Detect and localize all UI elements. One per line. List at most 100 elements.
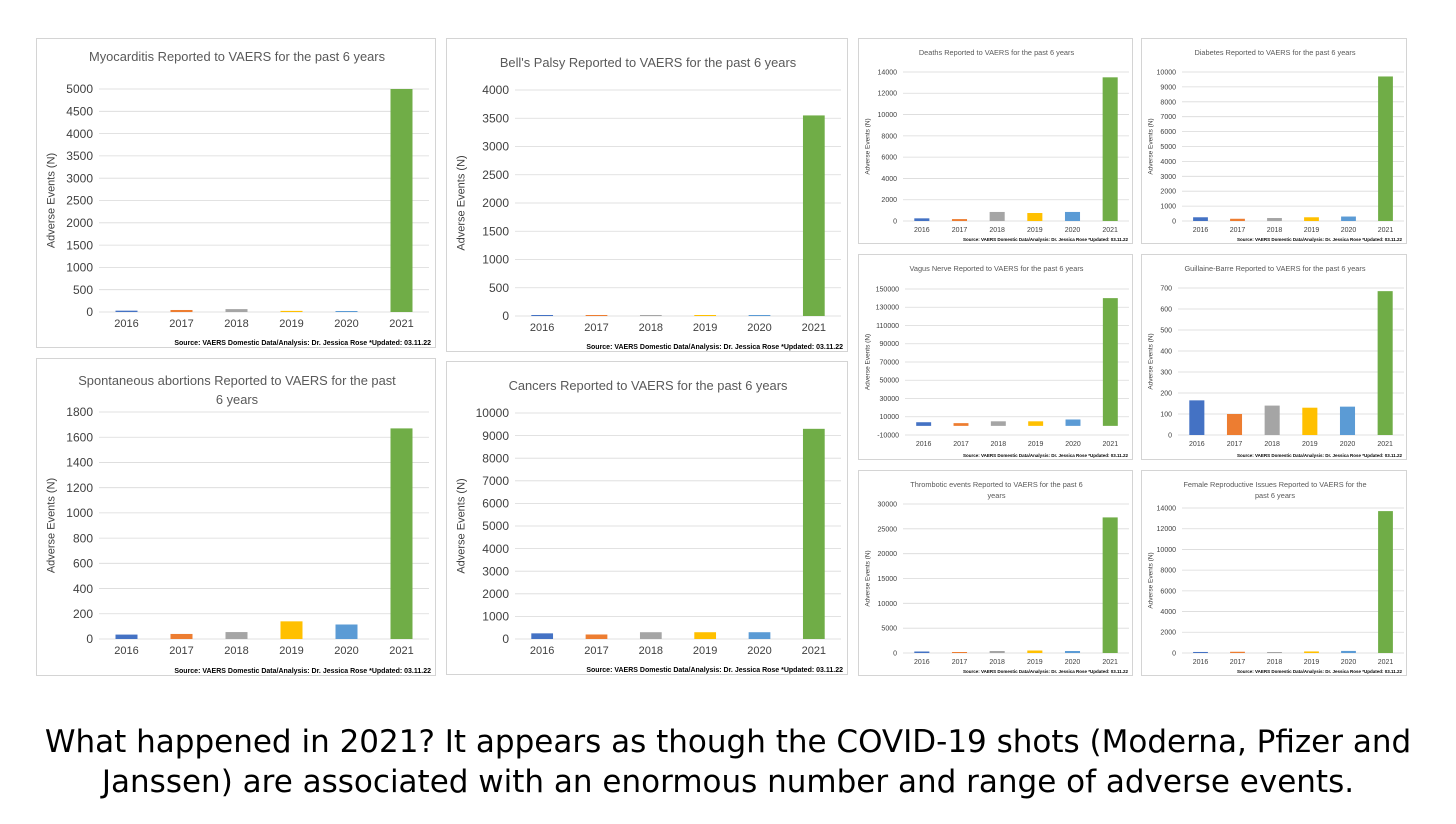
chart-panel-guillaine-barre: Guillaine-Barre Reported to VAERS for th… (1141, 254, 1407, 460)
x-tick-label: 2020 (334, 318, 358, 330)
y-tick-label: 1800 (66, 405, 93, 419)
bar-2017 (1230, 651, 1245, 653)
source-note: Source: VAERS Domestic Data/Analysis: Dr… (963, 669, 1128, 674)
y-tick-label: 10000 (476, 406, 510, 420)
bar-2017 (585, 634, 608, 639)
source-note: Source: VAERS Domestic Data/Analysis: Dr… (174, 340, 431, 347)
x-tick-label: 2018 (1267, 659, 1283, 666)
y-tick-label: 4000 (66, 127, 93, 141)
bar-2016 (115, 634, 138, 639)
x-tick-label: 2016 (530, 645, 554, 657)
x-tick-label: 2016 (1193, 659, 1209, 666)
bar-2018 (639, 632, 662, 639)
x-tick-label: 2021 (1103, 441, 1119, 448)
bar-2019 (1027, 213, 1043, 221)
bar-2020 (748, 315, 771, 316)
y-tick-label: 1500 (482, 224, 509, 238)
y-tick-label: 100 (1160, 411, 1172, 418)
bar-2019 (280, 310, 303, 312)
caption-line-1: What happened in 2021? It appears as tho… (44, 724, 1412, 760)
x-tick-label: 2017 (584, 322, 608, 334)
bar-2020 (1064, 651, 1081, 653)
x-tick-label: 2019 (1028, 441, 1044, 448)
x-tick-label: 2021 (1102, 659, 1118, 666)
y-axis-label: Adverse Events (N) (456, 155, 468, 250)
caption-line-2: Janssen) are associated with an enormous… (101, 764, 1355, 800)
x-tick-label: 2019 (1027, 227, 1043, 234)
x-tick-label: 2017 (169, 318, 193, 330)
y-tick-label: 600 (1160, 306, 1172, 313)
chart-title-line: Spontaneous abortions Reported to VAERS … (78, 373, 396, 388)
bar-2016 (916, 422, 932, 426)
y-axis-label: Adverse Events (N) (1147, 552, 1154, 608)
y-tick-label: 90000 (880, 341, 900, 348)
bar-2019 (694, 632, 717, 639)
chart-title-line: years (988, 491, 1006, 500)
source-note: Source: VAERS Domestic Data/Analysis: Dr… (963, 453, 1128, 458)
bar-2018 (1267, 652, 1282, 653)
y-axis-label: Adverse Events (N) (864, 334, 871, 390)
x-tick-label: 2016 (114, 318, 138, 330)
chart-thrombotic-events: Thrombotic events Reported to VAERS for … (864, 480, 1129, 674)
chart-panel-myocarditis: Myocarditis Reported to VAERS for the pa… (36, 38, 436, 348)
y-tick-label: 700 (1160, 285, 1172, 292)
y-tick-label: 1200 (66, 481, 93, 495)
x-tick-label: 2018 (989, 227, 1005, 234)
x-tick-label: 2018 (1267, 227, 1283, 234)
y-tick-label: 8000 (482, 451, 509, 465)
y-tick-label: 0 (893, 650, 897, 657)
x-tick-label: 2016 (914, 227, 930, 234)
x-tick-label: 2020 (1065, 441, 1081, 448)
bar-2016 (531, 315, 554, 316)
x-tick-label: 2016 (1193, 227, 1209, 234)
x-tick-label: 2021 (802, 645, 826, 657)
x-tick-label: 2019 (279, 645, 303, 657)
x-tick-label: 2016 (916, 441, 932, 448)
y-tick-label: 3500 (482, 111, 509, 125)
y-tick-label: 200 (73, 607, 93, 621)
bar-2016 (1193, 651, 1208, 653)
bar-2016 (914, 218, 930, 221)
source-note: Source: VAERS Domestic Data/Analysis: Dr… (1237, 453, 1402, 458)
x-tick-label: 2017 (1230, 659, 1246, 666)
chart-title-line: Diabetes Reported to VAERS for the past … (1194, 48, 1355, 57)
chart-title-line: past 6 years (1255, 491, 1295, 500)
x-tick-label: 2018 (224, 645, 248, 657)
x-tick-label: 2021 (1378, 227, 1394, 234)
y-axis-label: Adverse Events (N) (864, 118, 871, 174)
bar-2021 (1378, 511, 1393, 653)
y-tick-label: 130000 (876, 305, 899, 312)
y-tick-label: 30000 (878, 501, 898, 508)
y-tick-label: 2000 (1160, 189, 1176, 196)
y-tick-label: 5000 (881, 626, 897, 633)
y-tick-label: 800 (73, 531, 93, 545)
x-tick-label: 2020 (747, 645, 771, 657)
bar-2021 (390, 89, 413, 312)
bar-2019 (280, 621, 303, 639)
bar-2019 (1304, 651, 1319, 653)
x-tick-label: 2021 (1102, 227, 1118, 234)
bar-2020 (1339, 406, 1356, 435)
bar-2021 (1102, 517, 1118, 653)
chart-panel-female-reproductive-issues: Female Reproductive Issues Reported to V… (1141, 470, 1407, 676)
bar-2018 (989, 211, 1005, 221)
y-tick-label: 70000 (880, 359, 900, 366)
bar-2018 (1267, 218, 1282, 221)
x-tick-label: 2019 (1302, 441, 1318, 448)
bar-2019 (1302, 407, 1318, 435)
source-note: Source: VAERS Domestic Data/Analysis: Dr… (586, 344, 843, 351)
y-tick-label: 0 (1172, 218, 1176, 225)
y-axis-label: Adverse Events (N) (1147, 333, 1154, 389)
bar-2020 (748, 632, 771, 639)
y-tick-label: 4500 (66, 105, 93, 119)
y-tick-label: 400 (1160, 348, 1172, 355)
chart-panel-cancers: Cancers Reported to VAERS for the past 6… (446, 361, 848, 675)
x-tick-label: 2019 (1304, 227, 1320, 234)
y-tick-label: 1000 (482, 610, 509, 624)
y-tick-label: 2500 (66, 194, 93, 208)
y-tick-label: 5000 (482, 519, 509, 533)
chart-title-line: Bell's Palsy Reported to VAERS for the p… (500, 55, 796, 70)
x-tick-label: 2019 (693, 322, 717, 334)
y-axis-label: Adverse Events (N) (46, 478, 58, 573)
x-tick-label: 2020 (1065, 659, 1081, 666)
